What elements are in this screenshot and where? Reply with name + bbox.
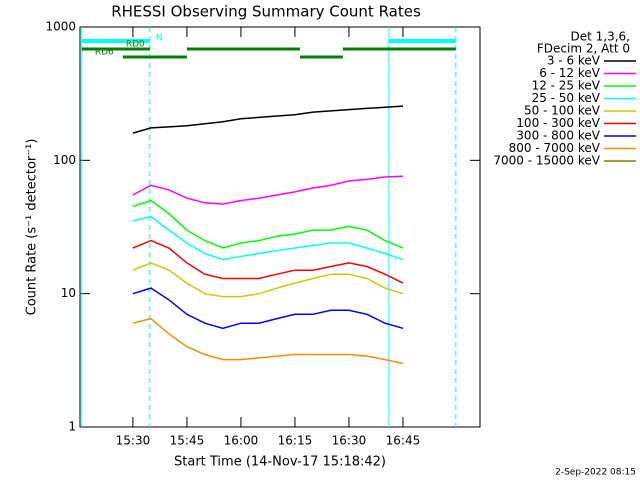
y-tick-label: 10	[61, 286, 76, 300]
legend-label: 800 - 7000 keV	[509, 141, 601, 155]
flag-label: RD0	[126, 40, 145, 50]
series-line	[132, 287, 404, 330]
footer: 2-Sep-2022 08:15	[555, 468, 636, 478]
legend-label: 12 - 25 keV	[532, 79, 601, 93]
legend-label: 25 - 50 keV	[532, 91, 601, 105]
y-tick-label: 1000	[45, 20, 76, 34]
series-line	[132, 215, 404, 261]
series-line	[132, 317, 404, 365]
series-line	[132, 262, 404, 298]
legend-label: 7000 - 15000 keV	[493, 154, 600, 168]
y-tick-label: 1	[68, 420, 76, 434]
flag-label: RD6	[95, 48, 114, 58]
x-tick-label: 16:15	[278, 434, 313, 448]
y-axis-label: Count Rate (s⁻¹ detector⁻¹)	[25, 139, 40, 316]
legend-header: FDecim 2, Att 0	[537, 42, 630, 56]
flag-label: N	[156, 34, 163, 44]
x-axis-label: Start Time (14-Nov-17 15:18:42)	[174, 455, 386, 470]
legend-label: 3 - 6 keV	[547, 54, 601, 68]
x-tick-label: 15:45	[170, 434, 205, 448]
chart-title: RHESSI Observing Summary Count Rates	[111, 3, 421, 21]
x-tick-label: 16:45	[386, 434, 421, 448]
x-tick-label: 16:30	[332, 434, 367, 448]
x-tick-label: 16:00	[224, 434, 259, 448]
series-line	[132, 105, 404, 134]
legend-label: 50 - 100 keV	[524, 104, 601, 118]
series-line	[132, 175, 404, 205]
x-tick-label: 15:30	[116, 434, 151, 448]
legend-label: 100 - 300 keV	[516, 116, 600, 130]
legend-label: 300 - 800 keV	[516, 129, 600, 143]
plot-frame	[79, 26, 481, 428]
series-line	[132, 239, 404, 284]
series-line	[132, 199, 404, 249]
legend-label: 6 - 12 keV	[539, 66, 601, 80]
y-tick-label: 100	[53, 153, 76, 167]
legend-header: Det 1,3,6,	[571, 30, 631, 44]
